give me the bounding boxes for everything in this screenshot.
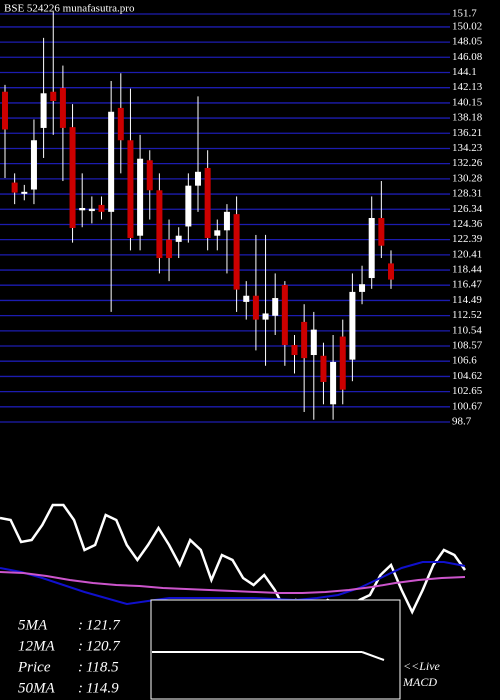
candle-body	[108, 111, 115, 212]
y-tick-label: 102.65	[452, 385, 483, 397]
candle-body	[175, 235, 182, 242]
y-tick-label: 148.05	[452, 36, 483, 48]
candle-body	[156, 190, 163, 259]
indicator-line	[0, 561, 466, 606]
candle-body	[137, 158, 144, 236]
y-tick-label: 142.13	[452, 81, 483, 93]
candle-body	[21, 191, 28, 194]
y-tick-label: 108.57	[452, 340, 483, 352]
candle-body	[214, 230, 221, 236]
y-tick-label: 104.62	[452, 370, 482, 382]
macd-box	[150, 599, 401, 700]
y-tick-label: 134.23	[452, 142, 483, 154]
candle-body	[2, 91, 8, 130]
candle-body	[243, 295, 250, 302]
candle-body	[330, 361, 337, 405]
candle-body	[127, 140, 134, 239]
y-tick-label: 151.7	[452, 8, 477, 20]
info-label: 50MA	[18, 680, 55, 696]
y-tick-label: 128.31	[452, 188, 482, 200]
candle-body	[262, 313, 269, 320]
candle-body	[204, 167, 211, 239]
macd-label: MACD	[402, 675, 437, 689]
y-tick-label: 118.44	[452, 264, 482, 276]
info-label: Price	[17, 659, 51, 675]
candle-body	[195, 171, 201, 186]
chart-title: BSE 524226 munafasutra.pro	[4, 3, 135, 15]
candle-body	[320, 355, 327, 382]
y-tick-label: 140.15	[452, 96, 483, 108]
candle-body	[88, 208, 95, 212]
candle-body	[310, 329, 317, 356]
candle-body	[223, 211, 230, 231]
y-tick-label: 130.28	[452, 172, 483, 184]
candle-body	[339, 336, 346, 390]
candle-body	[368, 218, 375, 279]
y-tick-label: 100.67	[452, 400, 483, 412]
y-tick-label: 114.49	[452, 294, 482, 306]
candle-body	[388, 263, 394, 280]
y-tick-label: 120.41	[452, 248, 482, 260]
info-label: 12MA	[18, 638, 55, 654]
indicator-line	[0, 503, 467, 615]
candle-body	[59, 87, 66, 128]
candle-body	[349, 291, 356, 360]
info-value: 120.7	[86, 638, 121, 654]
macd-line	[361, 651, 385, 661]
candle-body	[30, 140, 37, 190]
info-sep: :	[78, 680, 83, 696]
candle-body	[291, 345, 298, 356]
candle-body	[272, 298, 279, 316]
y-tick-label: 144.1	[452, 66, 477, 78]
y-tick-label: 146.08	[452, 51, 483, 63]
candle-body	[233, 214, 240, 290]
candle-body	[359, 284, 366, 292]
candle-body	[166, 239, 173, 259]
y-tick-label: 106.6	[452, 355, 477, 367]
info-label: 5MA	[18, 617, 48, 633]
candle-body	[252, 295, 259, 320]
info-value: 114.9	[86, 680, 119, 696]
indicator-line	[0, 571, 466, 594]
info-sep: :	[78, 617, 83, 633]
y-tick-label: 138.18	[452, 112, 483, 124]
candle-body	[146, 160, 153, 191]
y-tick-label: 126.34	[452, 203, 483, 215]
info-value: 121.7	[86, 617, 121, 633]
y-tick-label: 110.54	[452, 324, 482, 336]
candle-body	[185, 185, 192, 227]
y-tick-label: 122.39	[452, 233, 483, 245]
y-tick-label: 136.21	[452, 127, 482, 139]
y-tick-label: 112.52	[452, 309, 482, 321]
y-tick-label: 116.47	[452, 279, 482, 291]
info-sep: :	[78, 638, 83, 654]
candle-body	[378, 218, 385, 246]
candle-body	[69, 127, 76, 229]
macd-label: <<Live	[403, 659, 441, 673]
info-sep: :	[78, 659, 83, 675]
candle-body	[98, 204, 105, 212]
y-tick-label: 124.36	[452, 218, 483, 230]
candle-body	[50, 91, 57, 101]
candle-body	[301, 321, 308, 359]
candle-body	[79, 207, 86, 211]
candle-body	[40, 93, 47, 128]
y-tick-label: 150.02	[452, 20, 482, 32]
y-tick-label: 132.26	[452, 157, 483, 169]
candle-body	[11, 182, 18, 193]
candle-body	[117, 107, 124, 141]
info-value: 118.5	[86, 659, 119, 675]
y-tick-label: 98.7	[452, 416, 472, 428]
candle-body	[281, 284, 288, 346]
